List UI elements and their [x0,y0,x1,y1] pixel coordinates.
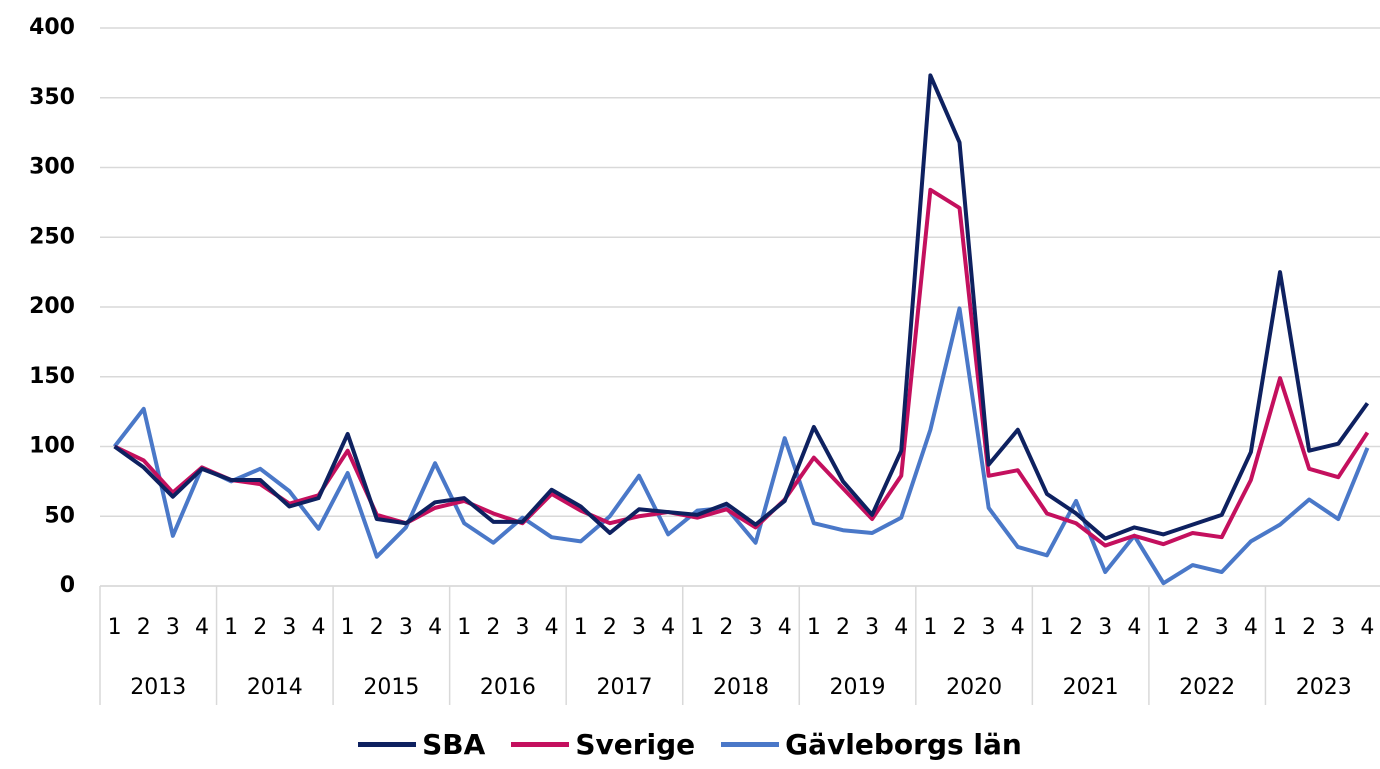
group-label: 2018 [713,675,769,700]
x-tick-label: 1 [341,615,355,640]
x-tick-label: 1 [457,615,471,640]
x-tick-label: 1 [1156,615,1170,640]
x-tick-label: 4 [195,615,209,640]
x-tick-label: 4 [312,615,326,640]
legend-label: Sverige [575,728,696,761]
group-label: 2019 [830,675,886,700]
legend-item: SBA [358,728,485,761]
x-tick-label: 1 [224,615,238,640]
group-label: 2021 [1063,675,1119,700]
y-tick-label: 250 [29,224,75,249]
group-label: 2017 [596,675,652,700]
x-tick-label: 2 [953,615,967,640]
x-tick-label: 1 [1273,615,1287,640]
x-tick-label: 4 [1127,615,1141,640]
x-tick-label: 2 [1186,615,1200,640]
y-tick-label: 350 [29,85,75,110]
y-tick-label: 0 [60,573,75,598]
x-tick-label: 3 [515,615,529,640]
x-tick-label: 3 [1215,615,1229,640]
x-tick-label: 2 [719,615,733,640]
x-tick-label: 2 [1069,615,1083,640]
x-tick-label: 2 [137,615,151,640]
series-line [113,73,1370,541]
x-tick-label: 3 [749,615,763,640]
x-tick-label: 1 [807,615,821,640]
legend-swatch [358,742,417,747]
legend-item: Gävleborgs län [721,728,1022,761]
x-tick-label: 4 [545,615,559,640]
series-line [113,187,1370,548]
x-tick-label: 1 [108,615,122,640]
group-label: 2023 [1296,675,1352,700]
x-tick-label: 1 [690,615,704,640]
x-tick-label: 3 [632,615,646,640]
group-label: 2013 [130,675,186,700]
x-tick-label: 4 [894,615,908,640]
x-tick-label: 2 [486,615,500,640]
legend-swatch [511,742,570,747]
x-tick-label: 4 [1360,615,1374,640]
y-tick-label: 100 [29,434,75,459]
y-tick-label: 200 [29,294,75,319]
legend: SBA Sverige Gävleborgs län [0,728,1380,761]
x-tick-label: 2 [603,615,617,640]
x-tick-label: 2 [836,615,850,640]
series-line [112,306,1370,586]
x-tick-label: 3 [282,615,296,640]
group-label: 2016 [480,675,536,700]
x-tick-label: 2 [370,615,384,640]
x-tick-label: 4 [1244,615,1258,640]
x-tick-label: 3 [399,615,413,640]
y-tick-label: 50 [44,503,75,528]
legend-label: SBA [422,728,486,761]
x-tick-label: 1 [574,615,588,640]
legend-swatch [721,742,780,747]
y-tick-label: 400 [29,15,75,40]
x-tick-label: 4 [778,615,792,640]
y-tick-label: 150 [29,364,75,389]
x-tick-label: 3 [865,615,879,640]
x-tick-label: 3 [166,615,180,640]
x-tick-label: 4 [428,615,442,640]
group-label: 2020 [946,675,1002,700]
x-tick-label: 4 [1011,615,1025,640]
x-tick-label: 2 [1302,615,1316,640]
group-label: 2022 [1179,675,1235,700]
x-tick-label: 3 [1331,615,1345,640]
x-tick-label: 1 [1040,615,1054,640]
x-tick-label: 3 [1098,615,1112,640]
group-label: 2014 [247,675,303,700]
x-tick-label: 3 [982,615,996,640]
legend-item: Sverige [511,728,695,761]
y-tick-label: 300 [29,155,75,180]
x-tick-label: 4 [661,615,675,640]
x-tick-label: 1 [923,615,937,640]
legend-label: Gävleborgs län [785,728,1022,761]
group-label: 2015 [363,675,419,700]
x-tick-label: 2 [253,615,267,640]
